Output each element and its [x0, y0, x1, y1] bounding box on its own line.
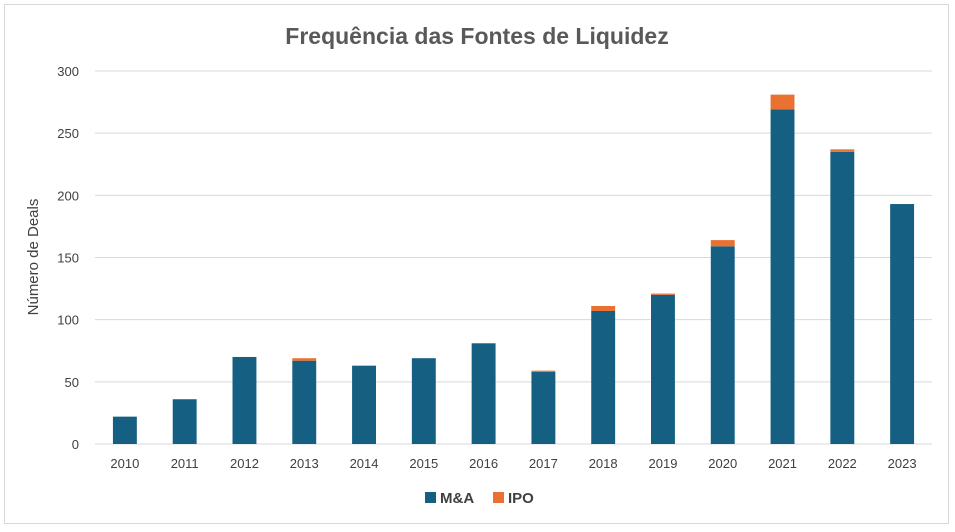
bar-ipo-2017	[531, 370, 556, 372]
bar-ma-2011	[172, 399, 197, 444]
bar-ma-2021	[770, 109, 795, 444]
bar-ipo-2019	[651, 293, 675, 295]
x-tick-label: 2018	[589, 456, 618, 471]
bar-ipo-2013	[292, 358, 317, 361]
x-tick-label: 2016	[469, 456, 498, 471]
gridlines	[95, 70, 932, 445]
x-tick-label: 2015	[409, 456, 438, 471]
legend-label: M&A	[440, 490, 474, 507]
bars	[112, 94, 915, 445]
x-tick-label: 2011	[171, 456, 199, 471]
legend-label: IPO	[508, 490, 534, 507]
x-tick-label: 2023	[888, 456, 917, 471]
bar-ma-2010	[112, 416, 137, 444]
legend: M&A IPO	[425, 490, 534, 507]
x-tick-label: 2019	[649, 456, 678, 471]
x-tick-label: 2014	[350, 456, 379, 471]
x-tick-label: 2021	[768, 456, 797, 471]
x-tick-label: 2020	[708, 456, 737, 471]
x-tick-label: 2017	[529, 456, 558, 471]
bar-ma-2014	[352, 365, 376, 444]
bar-ipo-2018	[591, 305, 616, 311]
y-axis-label: Número de Deals	[25, 199, 42, 316]
y-tick-label: 200	[57, 188, 79, 203]
y-axis-ticks: 0 50 100 150 200 250 300	[57, 64, 79, 452]
x-tick-label: 2010	[110, 456, 139, 471]
bar-ipo-2020	[710, 240, 735, 247]
y-tick-label: 0	[72, 437, 79, 452]
y-tick-label: 300	[57, 64, 79, 79]
x-tick-label: 2012	[230, 456, 259, 471]
bar-ma-2017	[531, 371, 556, 444]
bar-ma-2012	[232, 356, 257, 444]
bar-ma-2023	[890, 204, 915, 444]
legend-swatch	[425, 492, 436, 503]
chart-frame	[4, 4, 949, 524]
chart-title: Frequência das Fontes de Liquidez	[285, 23, 668, 49]
bar-ma-2015	[411, 358, 436, 444]
bar-ma-2016	[471, 343, 496, 444]
bar-ma-2013	[292, 360, 317, 444]
x-tick-label: 2022	[828, 456, 857, 471]
bar-ma-2022	[830, 151, 855, 445]
bar-ma-2019	[651, 294, 675, 444]
y-tick-label: 50	[65, 375, 79, 390]
bar-ma-2020	[710, 246, 735, 444]
bar-ipo-2021	[770, 94, 795, 110]
x-axis-ticks: 2010 2011 2012 2013 2014 2015 2016 2017 2018 2019…	[110, 456, 916, 471]
legend-swatch	[493, 492, 504, 503]
y-tick-label: 250	[57, 126, 79, 141]
y-tick-label: 100	[57, 313, 79, 328]
x-tick-label: 2013	[290, 456, 319, 471]
y-tick-label: 150	[57, 251, 79, 266]
bar-ma-2018	[591, 310, 616, 444]
bar-ipo-2022	[830, 149, 855, 152]
